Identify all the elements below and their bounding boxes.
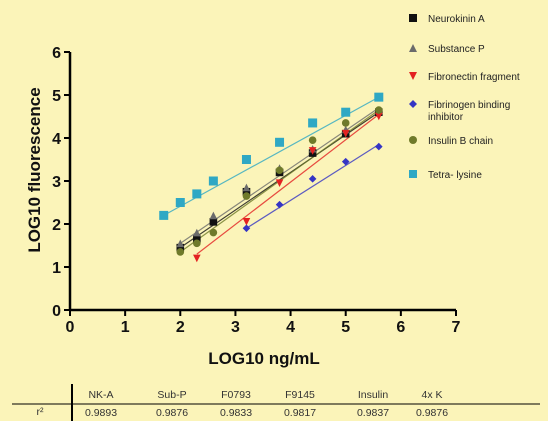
- point-s4-1: [193, 239, 201, 248]
- table-header-0: NK-A: [88, 389, 113, 401]
- r-squared-table: r² NK-A 0.9893 Sub-P 0.9876 F0793 0.9833 F9145 0…: [12, 384, 540, 421]
- point-s2-5: [375, 112, 383, 121]
- y-tick-label: 6: [52, 45, 61, 62]
- x-tick-label: 3: [231, 319, 240, 336]
- point-s1-1: [193, 228, 201, 237]
- point-s0-2: [209, 218, 218, 226]
- legend-label-3: inhibitor: [428, 112, 464, 123]
- point-s3-1: [275, 200, 284, 209]
- table-header-3: F9145: [285, 389, 315, 401]
- point-s4-2: [209, 228, 218, 237]
- point-s4-5: [308, 136, 317, 144]
- legend-label-4: Insulin B chain: [428, 136, 493, 147]
- x-tick-label: 2: [176, 319, 185, 336]
- point-s4-0: [176, 248, 185, 256]
- point-s0-3: [242, 187, 251, 196]
- table-header-5: 4x K: [421, 389, 442, 401]
- legend-marker-2: [409, 72, 417, 80]
- point-s4-7: [375, 106, 383, 114]
- table-value-2: 0.9833: [220, 407, 252, 419]
- legend-label-5: Tetra- lysine: [428, 170, 482, 181]
- point-s0-0: [176, 243, 185, 252]
- table-value-3: 0.9817: [284, 407, 316, 419]
- point-s5-2: [192, 189, 202, 199]
- legend-label-2: Fibronectin fragment: [428, 72, 520, 83]
- point-s4-4: [275, 166, 284, 175]
- point-s5-4: [241, 155, 251, 164]
- legend-label-1: Substance P: [428, 44, 485, 55]
- point-s5-8: [374, 92, 384, 102]
- data-points: [159, 92, 384, 263]
- point-s3-0: [242, 224, 251, 233]
- fit-line-3: [246, 143, 380, 229]
- point-s3-2: [308, 175, 317, 183]
- x-tick-label: 7: [452, 319, 461, 336]
- table-row-label: r²: [37, 406, 44, 418]
- point-s3-4: [375, 142, 383, 151]
- point-s5-1: [175, 198, 185, 207]
- axes: 0 1 2 3 4 5 6 0 1 2 3 4 5 6 7: [52, 45, 460, 336]
- x-tick-label: 5: [341, 319, 350, 336]
- point-s3-3: [341, 157, 350, 166]
- legend-marker-4: [409, 136, 417, 144]
- point-s1-0: [176, 239, 185, 248]
- y-tick-label: 1: [52, 260, 61, 277]
- legend-marker-5: [409, 170, 417, 178]
- table-header-2: F0793: [221, 389, 251, 401]
- y-axis-label: LOG10 fluorescence: [25, 87, 44, 252]
- point-s5-6: [308, 118, 318, 128]
- table-value-0: 0.9893: [85, 407, 117, 419]
- point-s2-4: [341, 129, 350, 138]
- point-s5-5: [275, 137, 285, 147]
- table-header-4: Insulin: [358, 389, 389, 401]
- point-s1-2: [209, 211, 218, 220]
- point-s2-0: [193, 254, 201, 263]
- point-s5-7: [341, 107, 351, 117]
- legend-marker-3: [409, 100, 417, 108]
- legend-marker-1: [409, 44, 417, 52]
- table-value-5: 0.9876: [416, 407, 448, 419]
- legend-label-0: Neurokinin A: [428, 14, 485, 25]
- point-s0-1: [193, 235, 201, 243]
- y-tick-label: 3: [52, 174, 61, 191]
- y-tick-label: 4: [52, 131, 61, 148]
- x-tick-label: 4: [286, 319, 295, 336]
- point-s4-6: [341, 119, 350, 127]
- x-axis-label: LOG10 ng/mL: [208, 349, 319, 368]
- x-tick-label: 1: [121, 319, 130, 336]
- point-s4-3: [242, 192, 251, 200]
- point-s2-1: [242, 218, 251, 226]
- x-tick-label: 0: [66, 319, 75, 336]
- point-s1-3: [242, 183, 251, 192]
- y-tick-label: 5: [52, 88, 61, 105]
- point-s2-2: [275, 179, 284, 187]
- point-s5-3: [208, 176, 218, 186]
- fit-line-2: [196, 113, 380, 255]
- point-s5-0: [159, 210, 169, 220]
- x-tick-label: 6: [396, 319, 405, 336]
- y-tick-label: 2: [52, 217, 61, 234]
- point-s2-3: [308, 147, 317, 155]
- legend: Neurokinin A Substance P Fibronectin fragm…: [409, 14, 520, 181]
- table-header-1: Sub-P: [157, 389, 186, 401]
- y-tick-label: 0: [52, 303, 61, 320]
- legend-marker-0: [409, 14, 417, 22]
- table-value-4: 0.9837: [357, 407, 389, 419]
- table-value-1: 0.9876: [156, 407, 188, 419]
- legend-label-3: Fibrinogen binding: [428, 100, 510, 111]
